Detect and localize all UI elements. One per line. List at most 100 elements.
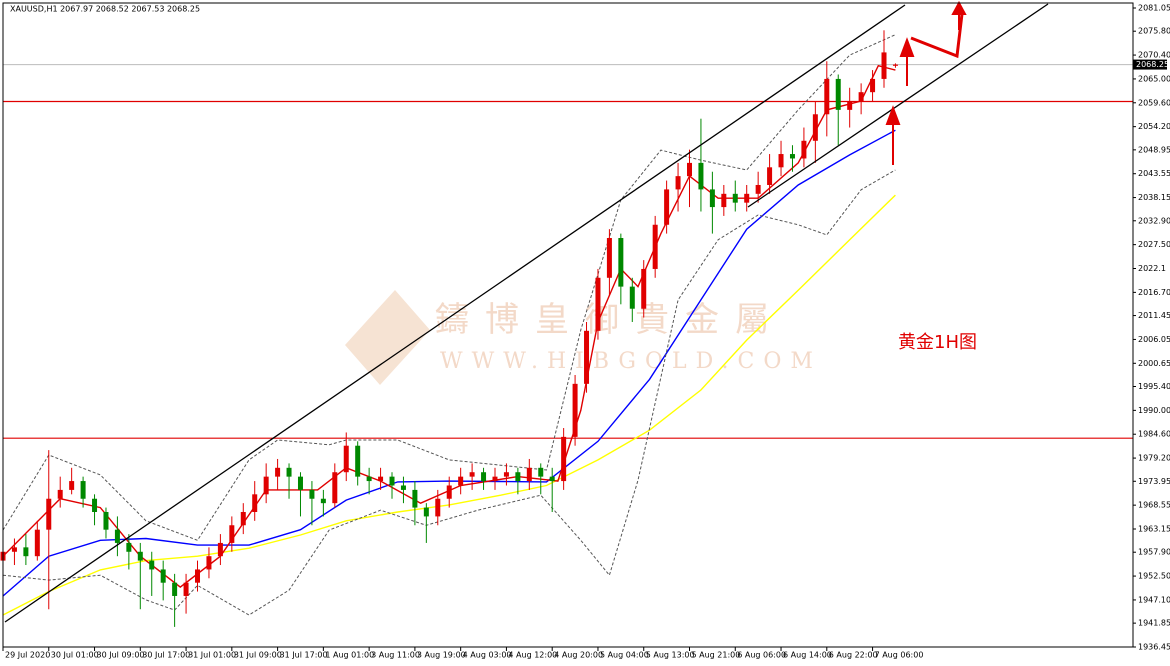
candle-body: [801, 140, 807, 159]
chart-title: XAUUSD,H1 2067.97 2068.52 2067.53 2068.2…: [10, 5, 200, 14]
last-price-label: 2068.25: [1136, 60, 1169, 69]
candle-body: [46, 498, 52, 530]
candle-body: [847, 101, 853, 110]
y-tick-label: 2054.20: [1138, 122, 1170, 131]
y-tick-label: 2027.50: [1138, 240, 1170, 249]
candle-body: [881, 52, 887, 79]
candle-body: [503, 472, 509, 477]
candle-body: [698, 162, 704, 190]
candle-body: [195, 569, 201, 583]
last-price-box: [1133, 59, 1167, 70]
candle-body: [149, 560, 155, 570]
candle-body: [206, 556, 212, 570]
candle-body: [412, 489, 418, 508]
x-tick-label: 31 Jul 09:00: [234, 651, 282, 660]
x-tick-label: 6 Aug 06:00: [737, 651, 786, 660]
y-tick-label: 2016.70: [1138, 288, 1170, 297]
candle-body: [458, 476, 464, 486]
x-tick-label: 5 Aug 13:00: [646, 651, 695, 660]
candle-body: [435, 498, 441, 517]
x-tick-label: 30 Jul 01:00: [51, 651, 99, 660]
candle-body: [709, 189, 715, 208]
drawings: [4, 0, 1049, 623]
candle-body: [526, 467, 532, 482]
candle-body: [549, 476, 555, 482]
y-tick-label: 2011.45: [1138, 311, 1170, 320]
plot-area: [0, 30, 1133, 627]
y-tick-label: 1968.55: [1138, 501, 1170, 510]
candle-body: [57, 489, 63, 499]
candle-body: [126, 542, 132, 552]
y-tick-label: 2022.1: [1138, 264, 1166, 273]
candle-body: [103, 511, 109, 530]
candle-body: [34, 529, 40, 557]
candle-body: [835, 78, 841, 110]
x-tick-label: 6 Aug 14:00: [783, 651, 832, 660]
candle-body: [366, 476, 372, 482]
candle-body: [595, 277, 601, 331]
candle-body: [23, 547, 29, 557]
x-tick-label: 1 Aug 01:00: [325, 651, 374, 660]
candle-body: [641, 268, 647, 309]
candle-body: [686, 162, 692, 177]
candle-body: [263, 476, 269, 495]
candle-body: [744, 193, 750, 203]
candle-body: [515, 472, 521, 482]
candle-body: [755, 184, 761, 194]
y-tick-label: 2043.55: [1138, 169, 1170, 178]
candle-body: [114, 529, 120, 543]
candle-body: [572, 383, 578, 437]
candle-body: [870, 78, 876, 93]
candle-body: [11, 547, 17, 552]
candle-body: [561, 436, 567, 482]
candle-body: [320, 498, 326, 504]
y-tick-label: 2059.60: [1138, 98, 1170, 107]
candle-body: [778, 154, 784, 168]
x-tick-label: 5 Aug 21:00: [691, 651, 740, 660]
indicator-line: [2, 34, 896, 541]
candle-body: [297, 476, 303, 490]
candle-body: [69, 481, 75, 490]
x-tick-label: 4 Aug 20:00: [554, 651, 603, 660]
candle-body: [538, 467, 544, 477]
y-tick-label: 1990.00: [1138, 406, 1170, 415]
y-tick-label: 2075.80: [1138, 27, 1170, 36]
x-tick-label: 3 Aug 11:00: [371, 651, 420, 660]
y-tick-label: 1995.40: [1138, 382, 1170, 391]
x-tick-label: 6 Aug 22:00: [829, 651, 878, 660]
candle-body: [92, 498, 98, 512]
candle-body: [492, 476, 498, 482]
y-tick-label: 1941.85: [1138, 619, 1170, 628]
candle-body: [172, 582, 178, 596]
x-tick-label: 30 Jul 17:00: [142, 651, 190, 660]
plot-frame: [2, 2, 1134, 648]
candle-body: [584, 330, 590, 384]
x-tick-label: 4 Aug 03:00: [463, 651, 512, 660]
candle-body: [469, 472, 475, 477]
arrow: [951, 0, 967, 30]
y-tick-label: 1973.95: [1138, 477, 1170, 486]
candle-body: [812, 114, 818, 141]
trend-line: [747, 3, 1049, 208]
candle-body: [286, 467, 292, 477]
candle-body: [652, 224, 658, 269]
arrow: [910, 13, 964, 59]
y-tick-label: 2065.00: [1138, 74, 1170, 83]
trend-line: [4, 4, 906, 623]
indicator-line: [2, 64, 896, 588]
x-tick-label: 5 Aug 04:00: [600, 651, 649, 660]
y-tick-label: 2081.05: [1138, 4, 1170, 13]
x-tick-label: 30 Jul 09:00: [97, 651, 145, 660]
candle-body: [400, 485, 406, 490]
candle-body: [446, 485, 452, 499]
x-tick-label: 3 Aug 19:00: [417, 651, 466, 660]
y-tick-label: 2000.65: [1138, 359, 1170, 368]
candle-body: [240, 511, 246, 526]
watermark-url: WWW.HIBGOLD.COM: [440, 349, 822, 374]
indicator-line: [2, 169, 896, 616]
candle-body: [664, 189, 670, 225]
y-tick-label: 2032.90: [1138, 216, 1170, 225]
candle-body: [252, 494, 258, 512]
y-tick-label: 2048.95: [1138, 145, 1170, 154]
candle-body: [183, 582, 189, 596]
